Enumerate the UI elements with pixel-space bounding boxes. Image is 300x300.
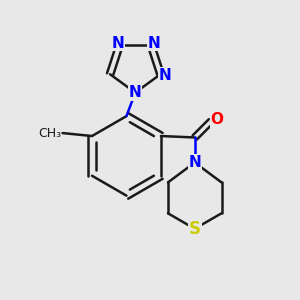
Text: N: N — [112, 36, 124, 51]
Text: CH₃: CH₃ — [38, 127, 61, 140]
Text: N: N — [158, 68, 171, 83]
Text: S: S — [189, 220, 201, 238]
Text: N: N — [129, 85, 142, 100]
Text: O: O — [210, 112, 223, 127]
Text: N: N — [188, 155, 201, 170]
Text: N: N — [148, 36, 161, 51]
